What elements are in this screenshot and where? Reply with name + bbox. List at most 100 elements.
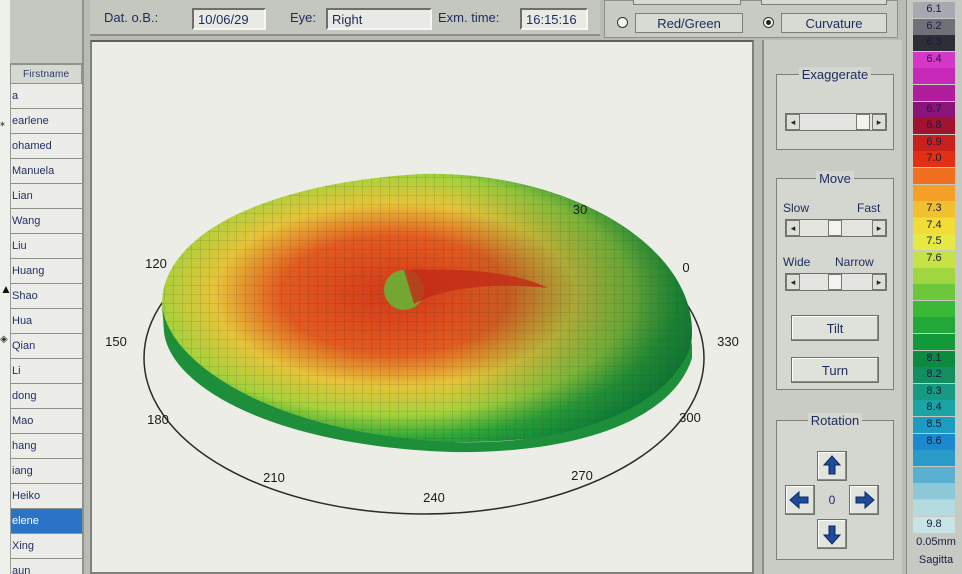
rotate-left-button[interactable] [785, 485, 815, 515]
rotation-value: 0 [828, 493, 836, 507]
scale-swatch [913, 284, 955, 301]
patient-row[interactable]: Huang [10, 259, 82, 284]
rotate-right-icon [855, 490, 875, 510]
scale-swatch: 6.1 [913, 2, 955, 18]
scale-swatch: 8.4 [913, 400, 955, 417]
control-panel: Exaggerate ◂ ▸ Move Slow Fast ◂ ▸ Wide N… [762, 40, 902, 574]
red-green-radio[interactable] [617, 17, 628, 28]
scale-swatch: 6.9 [913, 134, 955, 151]
exaggerate-thumb[interactable] [856, 114, 870, 130]
color-scale: 6.1 6.2 6.3 6.4 6.7 6.8 6.9 7.0 7.3 7.4 7.5 7.6 8.1 8… [906, 0, 962, 574]
exaggerate-group: Exaggerate ◂ ▸ [776, 67, 894, 150]
rotate-left-icon [789, 490, 809, 510]
exaggerate-slider[interactable]: ◂ ▸ [785, 113, 887, 131]
patient-row[interactable]: elene [10, 509, 82, 534]
patient-row[interactable]: Li [10, 359, 82, 384]
scale-swatch: 7.5 [913, 234, 955, 251]
angle-label: 210 [263, 470, 285, 485]
exaggerate-left-arrow-icon[interactable]: ◂ [786, 114, 800, 130]
rotate-right-button[interactable] [849, 485, 879, 515]
angle-label: 150 [105, 334, 127, 349]
width-slider[interactable]: ◂ ▸ [785, 273, 887, 291]
dob-field: 10/06/29 [192, 8, 266, 30]
eye-label: Eye: [290, 10, 317, 25]
exam-header: Dat. o.B.: 10/06/29 Eye: Right Exm. time… [90, 0, 600, 36]
colors-button-partial[interactable] [633, 0, 741, 5]
rotate-up-button[interactable] [817, 451, 847, 481]
cursor-icon: ⁎ [0, 118, 5, 129]
exaggerate-title: Exaggerate [798, 67, 872, 82]
patient-row[interactable]: Hua [10, 309, 82, 334]
patient-row[interactable]: aun [10, 559, 82, 574]
patient-rows: a earlene ohamed Manuela Lian Wang Liu Huang Sha… [10, 84, 82, 574]
patient-row[interactable]: Manuela [10, 159, 82, 184]
rotation-title: Rotation [807, 413, 863, 428]
angle-label: 330 [717, 334, 739, 349]
scale-swatch: 8.6 [913, 433, 955, 450]
angle-label: 300 [679, 410, 701, 425]
angle-label: 180 [147, 412, 169, 427]
corneal-3d-view[interactable]: 30 0 330 300 270 240 210 180 150 120 [90, 40, 754, 574]
patient-row[interactable]: earlene [10, 109, 82, 134]
speed-right-arrow-icon[interactable]: ▸ [872, 220, 886, 236]
scale-swatch [913, 483, 955, 500]
patient-row[interactable]: Lian [10, 184, 82, 209]
patient-row[interactable]: a [10, 84, 82, 109]
scale-swatch: 8.2 [913, 367, 955, 384]
patient-row[interactable]: ohamed [10, 134, 82, 159]
narrow-label: Narrow [835, 255, 874, 269]
exaggerate-right-arrow-icon[interactable]: ▸ [872, 114, 886, 130]
scale-swatch [913, 317, 955, 334]
rotate-down-button[interactable] [817, 519, 847, 549]
scale-swatch [913, 85, 955, 101]
curvature-radio[interactable] [763, 17, 774, 28]
patient-row[interactable]: Liu [10, 234, 82, 259]
patient-row[interactable]: iang [10, 459, 82, 484]
pointer-icon: ▲ [0, 282, 12, 296]
firstname-column-header[interactable]: Firstname [10, 64, 82, 84]
width-left-arrow-icon[interactable]: ◂ [786, 274, 800, 290]
scale-step-label: 0.05mm [916, 536, 956, 548]
scale-mode-label: Sagitta [918, 554, 954, 566]
turn-button[interactable]: Turn [791, 357, 879, 383]
curvature-button[interactable]: Curvature [781, 13, 887, 33]
scale-swatch [913, 466, 955, 483]
patient-row[interactable]: hang [10, 434, 82, 459]
scale-swatch: 6.7 [913, 101, 955, 118]
patient-row[interactable]: Shao [10, 284, 82, 309]
width-thumb[interactable] [828, 274, 842, 290]
fast-label: Fast [857, 201, 881, 215]
left-window-edge: ⁎ ▲ ◈ [0, 0, 12, 574]
speed-left-arrow-icon[interactable]: ◂ [786, 220, 800, 236]
patient-row[interactable]: dong [10, 384, 82, 409]
rotate-up-icon [822, 455, 842, 475]
patient-row[interactable]: Heiko [10, 484, 82, 509]
width-right-arrow-icon[interactable]: ▸ [872, 274, 886, 290]
move-title: Move [816, 171, 854, 186]
scale-swatch: 7.0 [913, 151, 955, 168]
relative-button-partial[interactable] [761, 0, 887, 5]
eye-field: Right [326, 8, 432, 30]
patient-list[interactable]: Firstname a earlene ohamed Manuela Lian Wang L… [10, 0, 84, 574]
patient-row[interactable]: Wang [10, 209, 82, 234]
scale-swatch [913, 267, 955, 284]
red-green-button[interactable]: Red/Green [635, 13, 743, 33]
speed-thumb[interactable] [828, 220, 842, 236]
scale-swatch: 8.1 [913, 350, 955, 367]
scale-swatch: 6.4 [913, 51, 955, 68]
scale-swatch: 9.8 [913, 516, 955, 533]
patient-row[interactable]: Qian [10, 334, 82, 359]
scale-swatch: 6.2 [913, 18, 955, 35]
rotate-down-icon [822, 525, 842, 545]
angle-label: 0 [682, 260, 689, 275]
exm-time-label: Exm. time: [438, 10, 500, 25]
speed-slider[interactable]: ◂ ▸ [785, 219, 887, 237]
scale-swatch: 8.3 [913, 383, 955, 400]
patient-row[interactable]: Mao [10, 409, 82, 434]
scale-swatch: 7.6 [913, 251, 955, 267]
patient-row[interactable]: Xing [10, 534, 82, 559]
exm-time-field: 16:15:16 [520, 8, 588, 30]
tilt-button[interactable]: Tilt [791, 315, 879, 341]
surface-shading [162, 173, 692, 443]
